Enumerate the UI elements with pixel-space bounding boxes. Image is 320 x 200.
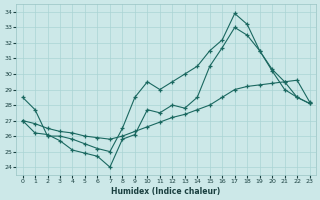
X-axis label: Humidex (Indice chaleur): Humidex (Indice chaleur) [111,187,221,196]
